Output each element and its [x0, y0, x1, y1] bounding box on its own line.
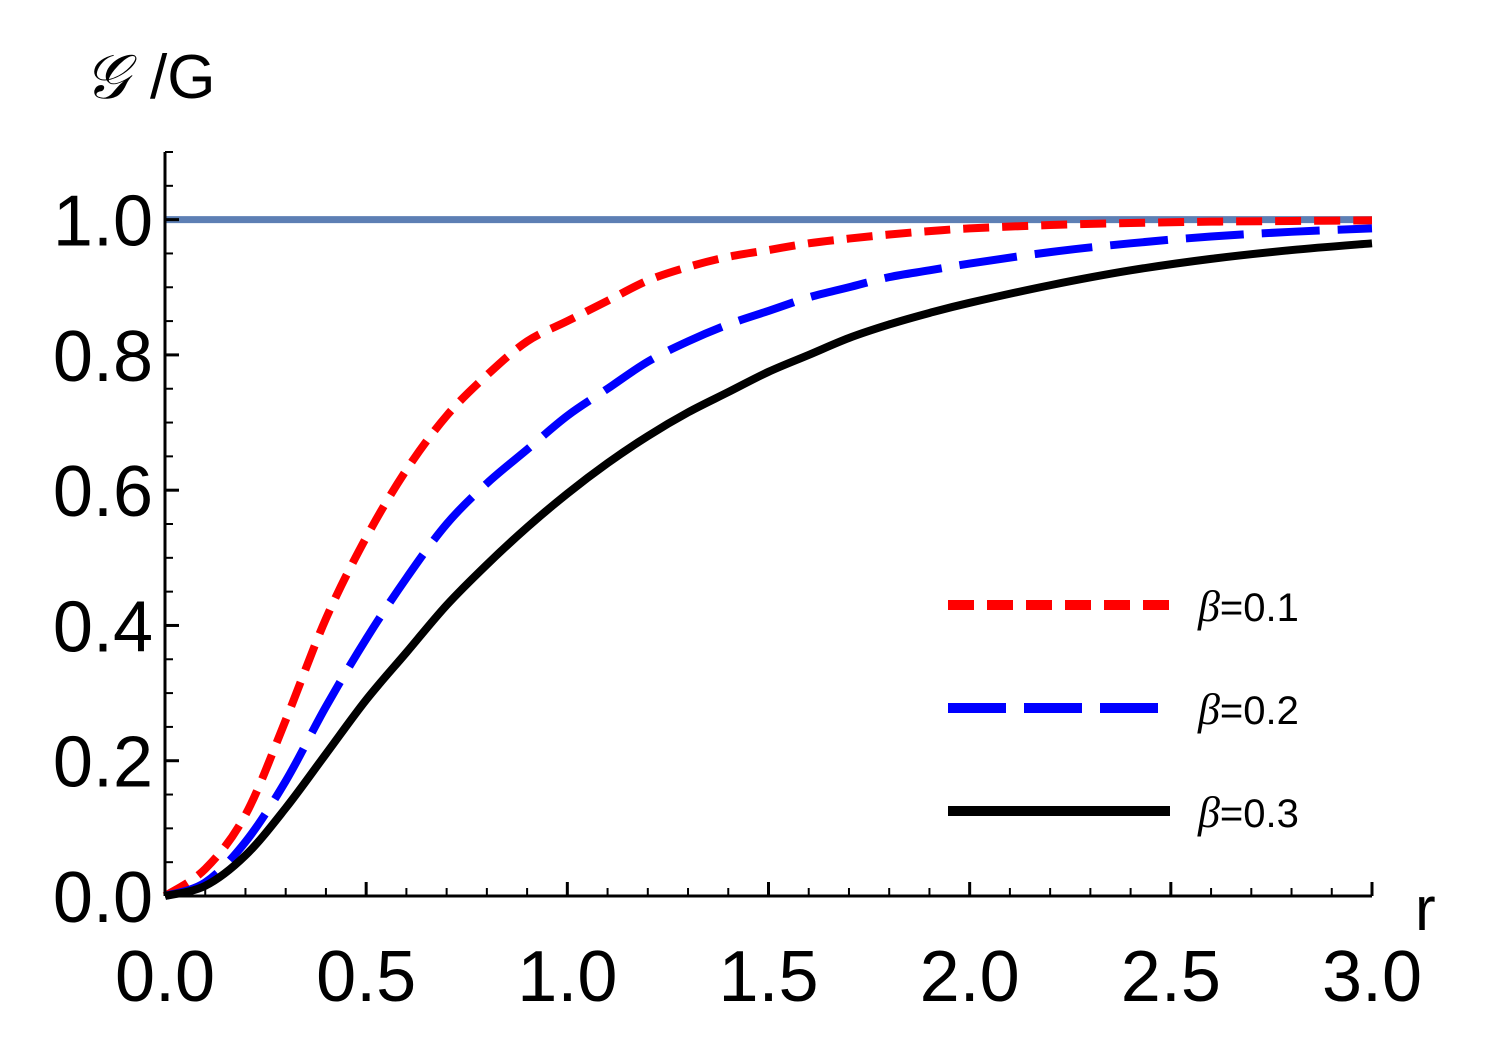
series-layer	[162, 216, 1373, 900]
legend-beta-symbol: β	[1197, 788, 1220, 837]
legend-beta-symbol: β	[1197, 685, 1220, 734]
x-axis-title: r	[1415, 875, 1436, 944]
legend-label-2: β=0.2	[1197, 685, 1299, 734]
y-axis-title: 𝒢 /G	[84, 43, 215, 112]
x-tick-label: 1.0	[517, 937, 617, 1017]
y-axis-title-rest: /G	[150, 43, 215, 112]
y-tick-label: 0.6	[53, 452, 153, 532]
series-line-1	[162, 216, 1373, 900]
x-tick-label: 0.0	[115, 937, 215, 1017]
tick-layer: 0.0 0.5 1.0 1.5 2.0 2.5 3.0 0.0 0.2 0.4 0.6 0.8 1.0	[53, 151, 1422, 1017]
legend: β=0.1β=0.2β=0.3	[948, 582, 1299, 837]
series-line-3	[164, 239, 1373, 900]
legend-beta-symbol: β	[1197, 582, 1220, 631]
legend-value: =0.3	[1220, 792, 1299, 836]
x-tick-label: 2.5	[1121, 937, 1221, 1017]
x-tick-label: 2.0	[920, 937, 1020, 1017]
legend-value: =0.2	[1220, 689, 1299, 733]
legend-label-1: β=0.1	[1197, 582, 1299, 631]
x-tick-label: 1.5	[718, 937, 818, 1017]
y-tick-label: 0.2	[53, 723, 153, 803]
y-tick-label: 0.0	[53, 858, 153, 938]
legend-value: =0.1	[1220, 586, 1299, 630]
y-tick-label: 1.0	[53, 182, 153, 262]
legend-label-3: β=0.3	[1197, 788, 1299, 837]
series-line-2	[163, 224, 1373, 900]
x-tick-label: 0.5	[316, 937, 416, 1017]
x-tick-label: 3.0	[1322, 937, 1422, 1017]
y-tick-label: 0.4	[53, 587, 153, 667]
y-axis-title-script: 𝒢	[84, 43, 137, 112]
y-tick-label: 0.8	[53, 317, 153, 397]
